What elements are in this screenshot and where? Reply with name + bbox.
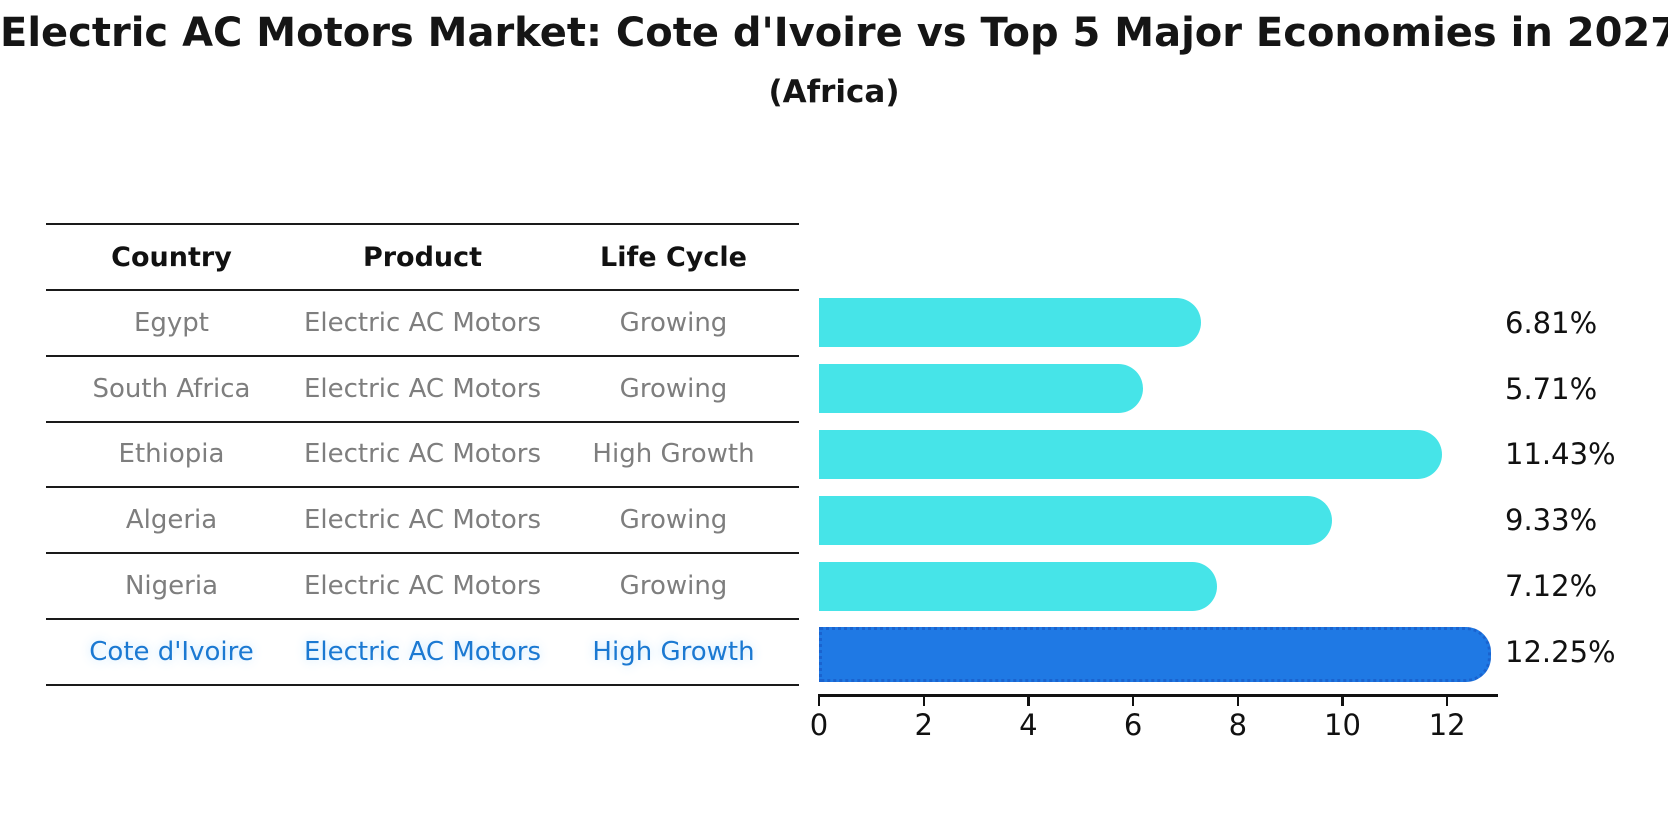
x-tick-mark xyxy=(1341,694,1344,706)
bar xyxy=(819,364,1143,414)
bar xyxy=(819,429,1443,479)
bar xyxy=(819,298,1201,348)
bar-value-label: 7.12% xyxy=(1505,569,1598,603)
table-row: Ethiopia Electric AC Motors High Growth xyxy=(46,422,799,488)
product-cell: Electric AC Motors xyxy=(303,571,542,602)
x-tick-mark xyxy=(922,694,925,706)
col-header-lifecycle: Life Cycle xyxy=(600,241,747,273)
country-cell: Egypt xyxy=(133,307,210,338)
bar-value-label: 6.81% xyxy=(1505,305,1598,340)
product-cell: Electric AC Motors xyxy=(303,439,542,470)
bar xyxy=(819,627,1492,683)
x-tick-label: 8 xyxy=(1228,708,1248,742)
bar xyxy=(819,561,1217,611)
table-row: Nigeria Electric AC Motors Growing xyxy=(46,553,799,619)
bar xyxy=(819,495,1333,545)
table-row: Egypt Electric AC Motors Growing xyxy=(46,290,799,356)
table-header-row: Country Product Life Cycle xyxy=(46,224,799,290)
product-cell: Electric AC Motors xyxy=(303,636,542,667)
country-cell: Nigeria xyxy=(124,571,219,602)
lifecycle-cell: High Growth xyxy=(592,636,755,667)
product-cell: Electric AC Motors xyxy=(303,373,542,404)
bar-value-label: 11.43% xyxy=(1505,437,1616,472)
country-cell: South Africa xyxy=(92,373,251,404)
country-cell: Ethiopia xyxy=(118,439,225,470)
x-tick-mark xyxy=(817,694,821,706)
x-tick-label: 0 xyxy=(809,708,829,742)
lifecycle-cell: Growing xyxy=(619,505,728,536)
table-row: Cote d'Ivoire Electric AC Motors High Gr… xyxy=(46,619,799,685)
x-tick-mark xyxy=(1236,694,1239,706)
x-tick-label: 12 xyxy=(1428,708,1466,742)
chart-subtitle: (Africa) xyxy=(768,74,900,110)
x-tick-label: 4 xyxy=(1019,708,1038,742)
lifecycle-cell: Growing xyxy=(619,307,728,338)
table-row: South Africa Electric AC Motors Growing xyxy=(46,356,799,422)
x-tick-label: 6 xyxy=(1123,708,1143,742)
bar-value-label: 9.33% xyxy=(1505,503,1598,538)
bar-value-label: 5.71% xyxy=(1505,371,1598,406)
country-cell: Algeria xyxy=(125,505,218,536)
x-tick-mark xyxy=(1446,694,1449,706)
lifecycle-cell: High Growth xyxy=(592,439,755,470)
col-header-product: Product xyxy=(362,241,483,273)
x-tick-mark xyxy=(1027,694,1030,706)
x-axis-line xyxy=(819,694,1498,697)
bar-value-label: 12.25% xyxy=(1505,634,1616,669)
x-tick-mark xyxy=(1131,694,1135,706)
table-row: Algeria Electric AC Motors Growing xyxy=(46,487,799,554)
col-header-country: Country xyxy=(111,241,232,273)
product-cell: Electric AC Motors xyxy=(303,505,542,536)
lifecycle-cell: Growing xyxy=(619,373,728,404)
x-tick-label: 10 xyxy=(1324,708,1361,742)
country-cell: Cote d'Ivoire xyxy=(89,636,254,667)
product-cell: Electric AC Motors xyxy=(303,307,542,338)
chart-title: Electric AC Motors Market: Cote d'Ivoire… xyxy=(0,10,1668,56)
lifecycle-cell: Growing xyxy=(619,571,728,602)
country-table: Country Product Life Cycle Egypt Electri… xyxy=(46,223,799,686)
x-tick-label: 2 xyxy=(914,708,933,742)
